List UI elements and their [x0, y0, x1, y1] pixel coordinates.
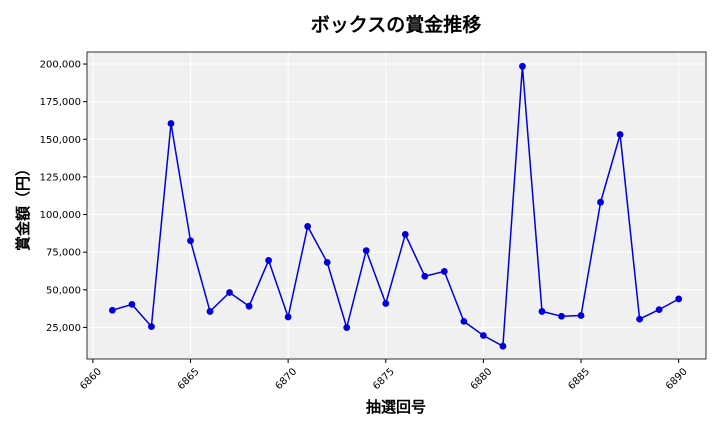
- x-tick-label: 6870: [273, 366, 299, 392]
- data-point: [323, 258, 331, 266]
- data-point: [655, 306, 663, 314]
- y-tick-label: 25,000: [46, 323, 81, 334]
- data-point: [636, 315, 644, 323]
- series-line: [112, 66, 680, 348]
- data-point: [343, 324, 351, 331]
- y-tick-label: 75,000: [46, 248, 81, 259]
- data-point: [597, 198, 604, 206]
- data-point: [187, 237, 194, 245]
- x-tick-label: 6885: [566, 366, 592, 392]
- data-point: [538, 308, 546, 315]
- y-axis-ticks: 25,000 50,000 75,000 100,000 125,000 150,000 1…: [40, 60, 87, 334]
- x-tick-label: 6865: [176, 366, 202, 392]
- y-tick-label: 100,000: [40, 210, 81, 221]
- x-tick-label: 6875: [371, 366, 397, 392]
- y-tick-label: 175,000: [40, 97, 81, 108]
- data-point: [558, 312, 565, 320]
- data-point: [206, 308, 214, 315]
- data-point: [401, 230, 409, 238]
- y-tick-label: 200,000: [40, 60, 81, 71]
- data-point: [265, 257, 272, 264]
- x-tick-label: 6890: [664, 366, 690, 392]
- data-point: [675, 295, 683, 303]
- data-point: [479, 332, 487, 339]
- y-axis-label: 賞金額（円）: [14, 161, 32, 251]
- y-tick-label: 50,000: [46, 285, 81, 296]
- data-point: [128, 300, 136, 308]
- data-point: [245, 302, 253, 310]
- data-point: [108, 306, 116, 314]
- chart-title: ボックスの賞金推移: [311, 13, 481, 36]
- x-tick-label: 6880: [469, 366, 495, 392]
- data-point: [577, 312, 585, 319]
- data-point: [362, 247, 370, 255]
- data-point: [460, 317, 468, 325]
- data-point: [616, 131, 624, 138]
- x-axis-ticks: 6860 6865 6870 6875 6880 6885 6890: [78, 359, 690, 392]
- data-point: [440, 268, 448, 275]
- data-point: [519, 62, 526, 70]
- x-axis-label: 抽選回号: [366, 398, 426, 416]
- data-point: [148, 323, 155, 331]
- data-point: [499, 342, 507, 350]
- data-point: [226, 289, 233, 296]
- plot-frame: [86, 51, 707, 360]
- y-tick-label: 150,000: [40, 135, 81, 146]
- data-point: [284, 313, 292, 321]
- data-point: [421, 272, 429, 280]
- x-tick-label: 6860: [78, 366, 104, 392]
- data-point: [382, 300, 390, 307]
- axes: [86, 51, 707, 360]
- data-points: [108, 62, 683, 350]
- data-point: [304, 223, 312, 230]
- plot-area: [87, 52, 706, 359]
- data-point: [167, 120, 175, 127]
- y-tick-label: 125,000: [40, 172, 81, 183]
- grid-lines: [87, 52, 706, 359]
